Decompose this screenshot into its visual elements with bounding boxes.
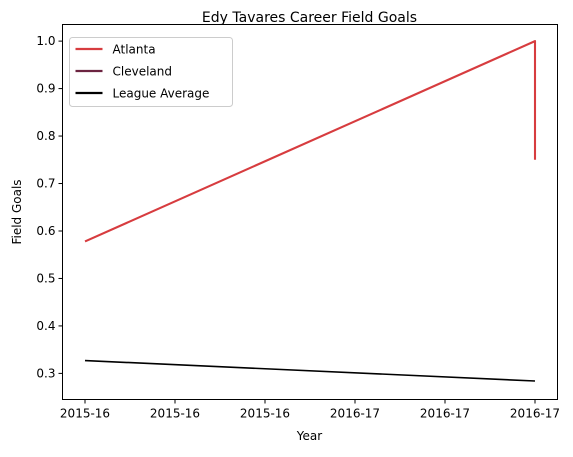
x-axis-label: Year	[296, 429, 322, 443]
x-tick-label: 2015-16	[240, 407, 290, 421]
x-tick-label: 2016-17	[330, 407, 380, 421]
y-tick-label: 1.0	[36, 34, 55, 48]
legend-label: Cleveland	[113, 65, 173, 79]
x-tick-label: 2016-17	[420, 407, 470, 421]
y-axis-ticks: 0.3 0.4 0.5 0.6 0.7 0.8 0.9 1.0	[36, 34, 63, 380]
series-lines	[84, 40, 537, 382]
y-axis-label: Field Goals	[10, 179, 24, 244]
y-tick-label: 0.9	[36, 82, 55, 96]
y-tick-label: 0.4	[36, 319, 55, 333]
y-tick-label: 0.5	[36, 271, 55, 285]
legend-label: Atlanta	[113, 43, 156, 57]
y-tick-label: 0.6	[36, 224, 55, 238]
legend: Atlanta Cleveland League Average	[69, 37, 233, 107]
x-tick-label: 2015-16	[150, 407, 200, 421]
y-tick-label: 0.7	[36, 177, 55, 191]
series-line-atlanta	[84, 40, 537, 243]
plot-frame	[62, 24, 558, 400]
x-tick-label: 2015-16	[60, 407, 110, 421]
x-tick-label: 2016-17	[510, 407, 560, 421]
x-axis-ticks: 2015-16 2015-16 2015-16 2016-17 2016-17 2016-…	[60, 399, 560, 421]
legend-box	[69, 37, 233, 107]
y-tick-label: 0.8	[36, 129, 55, 143]
y-tick-label: 0.3	[36, 366, 55, 380]
series-line-league-average	[84, 359, 536, 382]
chart-title: Edy Tavares Career Field Goals	[202, 10, 417, 26]
legend-label: League Average	[113, 87, 210, 101]
